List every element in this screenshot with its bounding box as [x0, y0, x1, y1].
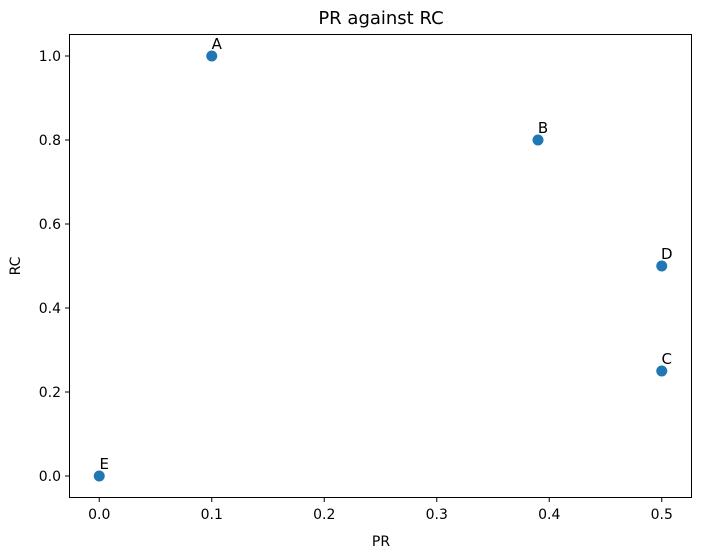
y-tick-label: 0.4: [39, 301, 61, 317]
y-tick-label: 0.6: [39, 217, 61, 233]
y-tick-label: 0.2: [39, 385, 61, 401]
data-point: [93, 470, 105, 482]
x-tick-label: 0.3: [426, 507, 448, 523]
x-axis: 0.0 0.1 0.2 0.3 0.4 0.5: [88, 497, 673, 523]
x-axis-label: PR: [372, 534, 390, 550]
x-tick-label: 0.1: [201, 507, 223, 523]
point-label: A: [212, 35, 223, 53]
y-tick-label: 0.0: [39, 469, 61, 485]
x-tick-label: 0.5: [651, 507, 673, 523]
x-tick-label: 0.0: [88, 507, 110, 523]
point-label: C: [662, 350, 672, 368]
y-axis-label: RC: [8, 256, 24, 275]
y-axis: 0.0 0.2 0.4 0.6 0.8 1.0: [39, 49, 70, 485]
plot-area: [69, 34, 692, 498]
data-point: [532, 134, 544, 146]
data-point: [656, 260, 668, 272]
point-label: B: [538, 119, 548, 137]
scatter-points: A B C D E: [93, 35, 673, 482]
data-point: [206, 50, 218, 62]
chart-title: PR against RC: [318, 8, 443, 29]
x-tick-label: 0.4: [538, 507, 560, 523]
y-tick-label: 0.8: [39, 133, 61, 149]
data-point: [656, 365, 668, 377]
point-label: D: [661, 245, 673, 263]
y-tick-label: 1.0: [39, 49, 61, 65]
point-label: E: [100, 455, 109, 473]
x-tick-label: 0.2: [313, 507, 335, 523]
